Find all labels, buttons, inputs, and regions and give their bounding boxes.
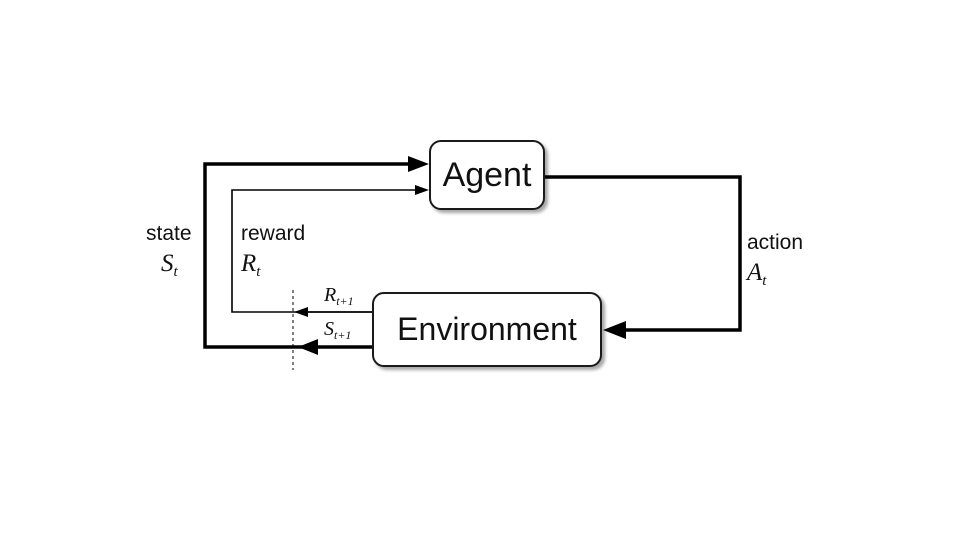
state-symbol: St bbox=[161, 250, 178, 281]
agent-label: Agent bbox=[442, 155, 532, 194]
action-label: action bbox=[747, 231, 804, 254]
next-reward-symbol-sub: t+1 bbox=[336, 294, 354, 308]
next-reward-arrowhead bbox=[294, 307, 308, 317]
next-reward-symbol: Rt+1 bbox=[324, 284, 354, 309]
reward-symbol-sub: t bbox=[256, 264, 261, 280]
next-reward-symbol-main: R bbox=[324, 284, 337, 306]
state-label: state bbox=[146, 222, 192, 245]
next-state-symbol-main: S bbox=[324, 318, 334, 340]
action-symbol-main: A bbox=[747, 259, 763, 286]
action-symbol-sub: t bbox=[762, 273, 767, 289]
agent-node: Agent bbox=[429, 140, 545, 210]
reward-arrowhead bbox=[415, 185, 429, 195]
reward-symbol-main: R bbox=[241, 250, 257, 277]
state-symbol-main: S bbox=[161, 250, 174, 277]
next-state-symbol-sub: t+1 bbox=[334, 328, 352, 342]
state-arrowhead bbox=[408, 156, 429, 172]
reward-label: reward bbox=[241, 222, 306, 245]
state-loop-line bbox=[203, 162, 410, 349]
environment-node: Environment bbox=[372, 292, 602, 367]
next-state-symbol: St+1 bbox=[324, 318, 351, 343]
action-line bbox=[545, 175, 742, 332]
action-arrowhead bbox=[603, 321, 626, 339]
state-symbol-sub: t bbox=[173, 264, 178, 280]
next-state-arrowhead bbox=[298, 339, 318, 355]
action-symbol: At bbox=[747, 259, 766, 290]
environment-label: Environment bbox=[397, 311, 577, 347]
reward-symbol: Rt bbox=[241, 250, 260, 281]
